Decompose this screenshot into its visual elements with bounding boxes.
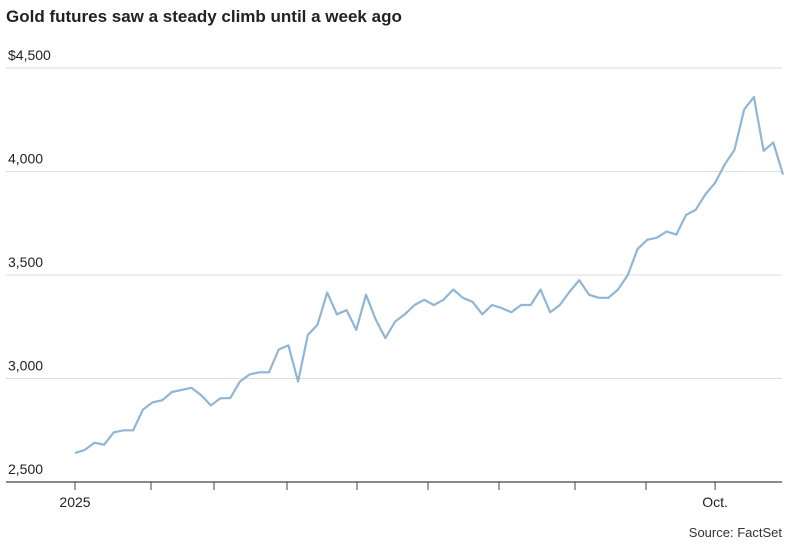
source: Source: FactSet <box>689 525 783 540</box>
x-tick-label: Oct. <box>702 494 728 510</box>
y-tick-label: 2,500 <box>8 461 43 477</box>
price-line <box>74 95 785 455</box>
chart-title: Gold futures saw a steady climb until a … <box>6 7 402 26</box>
month-ticks <box>150 482 647 490</box>
y-tick-label: 4,000 <box>8 151 43 167</box>
y-tick-label: 3,000 <box>8 358 43 374</box>
y-tick-label: $4,500 <box>8 47 51 63</box>
x-tick-label: 2025 <box>59 494 90 510</box>
y-tick-label: 3,500 <box>8 254 43 270</box>
